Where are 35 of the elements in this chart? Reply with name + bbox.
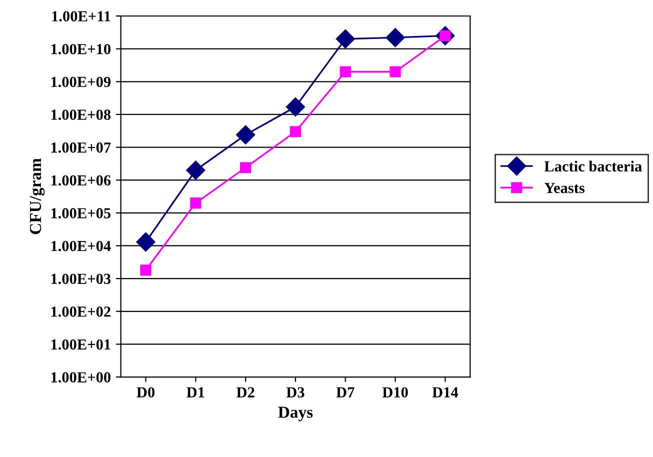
x-tick-label: D2 bbox=[236, 387, 254, 398]
legend-label: Lactic bacteria bbox=[544, 160, 642, 172]
point bbox=[290, 126, 302, 138]
y-tick-label: 1.00E+06 bbox=[51, 175, 111, 186]
y-tick-label: 1.00E+01 bbox=[51, 339, 110, 350]
point bbox=[140, 264, 152, 276]
point bbox=[136, 232, 156, 252]
y-tick-label: 1.00E+07 bbox=[51, 142, 111, 153]
y-tick-label: 1.00E+04 bbox=[51, 240, 111, 252]
point bbox=[286, 97, 306, 116]
y-tick-label: 1.00E+02 bbox=[51, 306, 110, 317]
x-tick-label: D7 bbox=[336, 387, 354, 398]
point bbox=[240, 162, 252, 174]
legend-label: Yeasts bbox=[544, 182, 585, 194]
point bbox=[390, 66, 401, 78]
y-tick-label: 1.00E+10 bbox=[51, 44, 110, 54]
point bbox=[190, 197, 202, 209]
y-tick-label: 1.00E+05 bbox=[51, 208, 111, 218]
y-tick-label: 1.00E+09 bbox=[51, 76, 111, 88]
y-tick-label: 1.00E+08 bbox=[51, 110, 111, 120]
x-tick-label: D10 bbox=[382, 387, 408, 398]
x-tick-label: D14 bbox=[432, 387, 458, 398]
point bbox=[236, 125, 256, 144]
y-tick-label: 1.00E+03 bbox=[51, 274, 111, 284]
x-tick-label: D0 bbox=[136, 387, 155, 398]
point bbox=[336, 29, 355, 48]
x-axis-title: Days bbox=[278, 406, 313, 422]
y-axis-title: CFU/gram bbox=[30, 158, 45, 234]
y-tick-label: 1.00E+11 bbox=[52, 11, 110, 22]
point bbox=[186, 160, 206, 180]
y-tick-label: 1.00E+00 bbox=[51, 372, 110, 383]
point bbox=[340, 66, 351, 78]
x-tick-label: D1 bbox=[186, 387, 204, 398]
x-tick-label: D3 bbox=[286, 387, 304, 398]
point bbox=[386, 28, 405, 48]
